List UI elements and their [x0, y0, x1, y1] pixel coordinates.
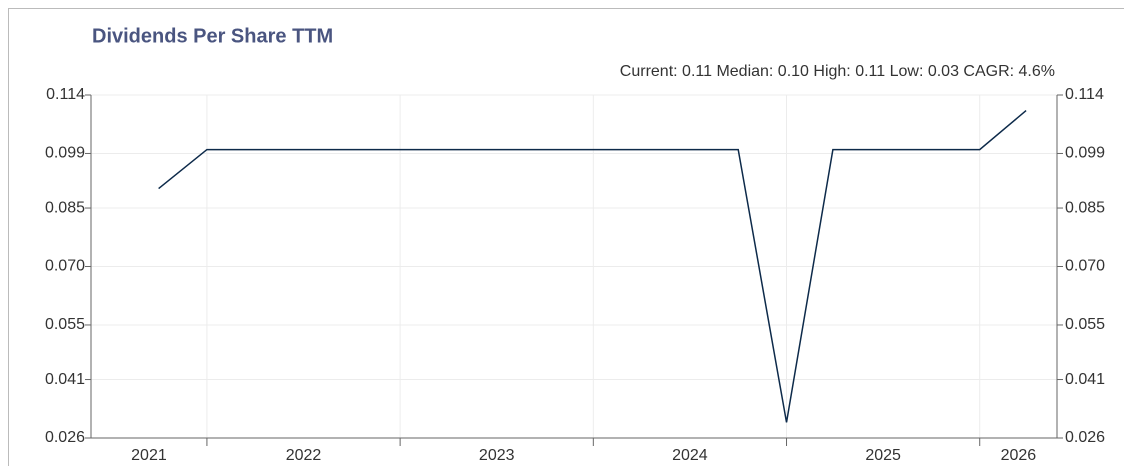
y-tick-label: 0.041 — [45, 371, 85, 388]
x-tick-label: 2025 — [865, 447, 901, 464]
x-tick-label: 2024 — [672, 447, 708, 464]
y-tick-label: 0.026 — [45, 429, 85, 446]
data-line — [158, 110, 1027, 423]
x-tick-label: 2022 — [286, 447, 322, 464]
y-tick-label: 0.085 — [45, 199, 85, 216]
y-tick-label: 0.055 — [45, 316, 85, 333]
x-tick-label: 2026 — [1001, 447, 1037, 464]
y-tick-label: 0.099 — [45, 145, 85, 162]
y2-tick-label: 0.099 — [1065, 145, 1105, 162]
y-tick-label: 0.114 — [46, 86, 85, 103]
frame — [8, 8, 1124, 466]
y2-tick-label: 0.055 — [1065, 316, 1105, 333]
x-tick-label: 2023 — [479, 447, 515, 464]
y2-tick-label: 0.114 — [1065, 86, 1104, 103]
y-tick-label: 0.070 — [45, 258, 85, 275]
y2-tick-label: 0.085 — [1065, 199, 1105, 216]
chart-subtitle: Current: 0.11 Median: 0.10 High: 0.11 Lo… — [620, 63, 1055, 80]
x-tick-label: 2021 — [131, 447, 167, 464]
y2-tick-label: 0.070 — [1065, 258, 1105, 275]
chart-title: Dividends Per Share TTM — [92, 25, 333, 47]
y2-tick-label: 0.026 — [1065, 429, 1105, 446]
y2-tick-label: 0.041 — [1065, 371, 1105, 388]
